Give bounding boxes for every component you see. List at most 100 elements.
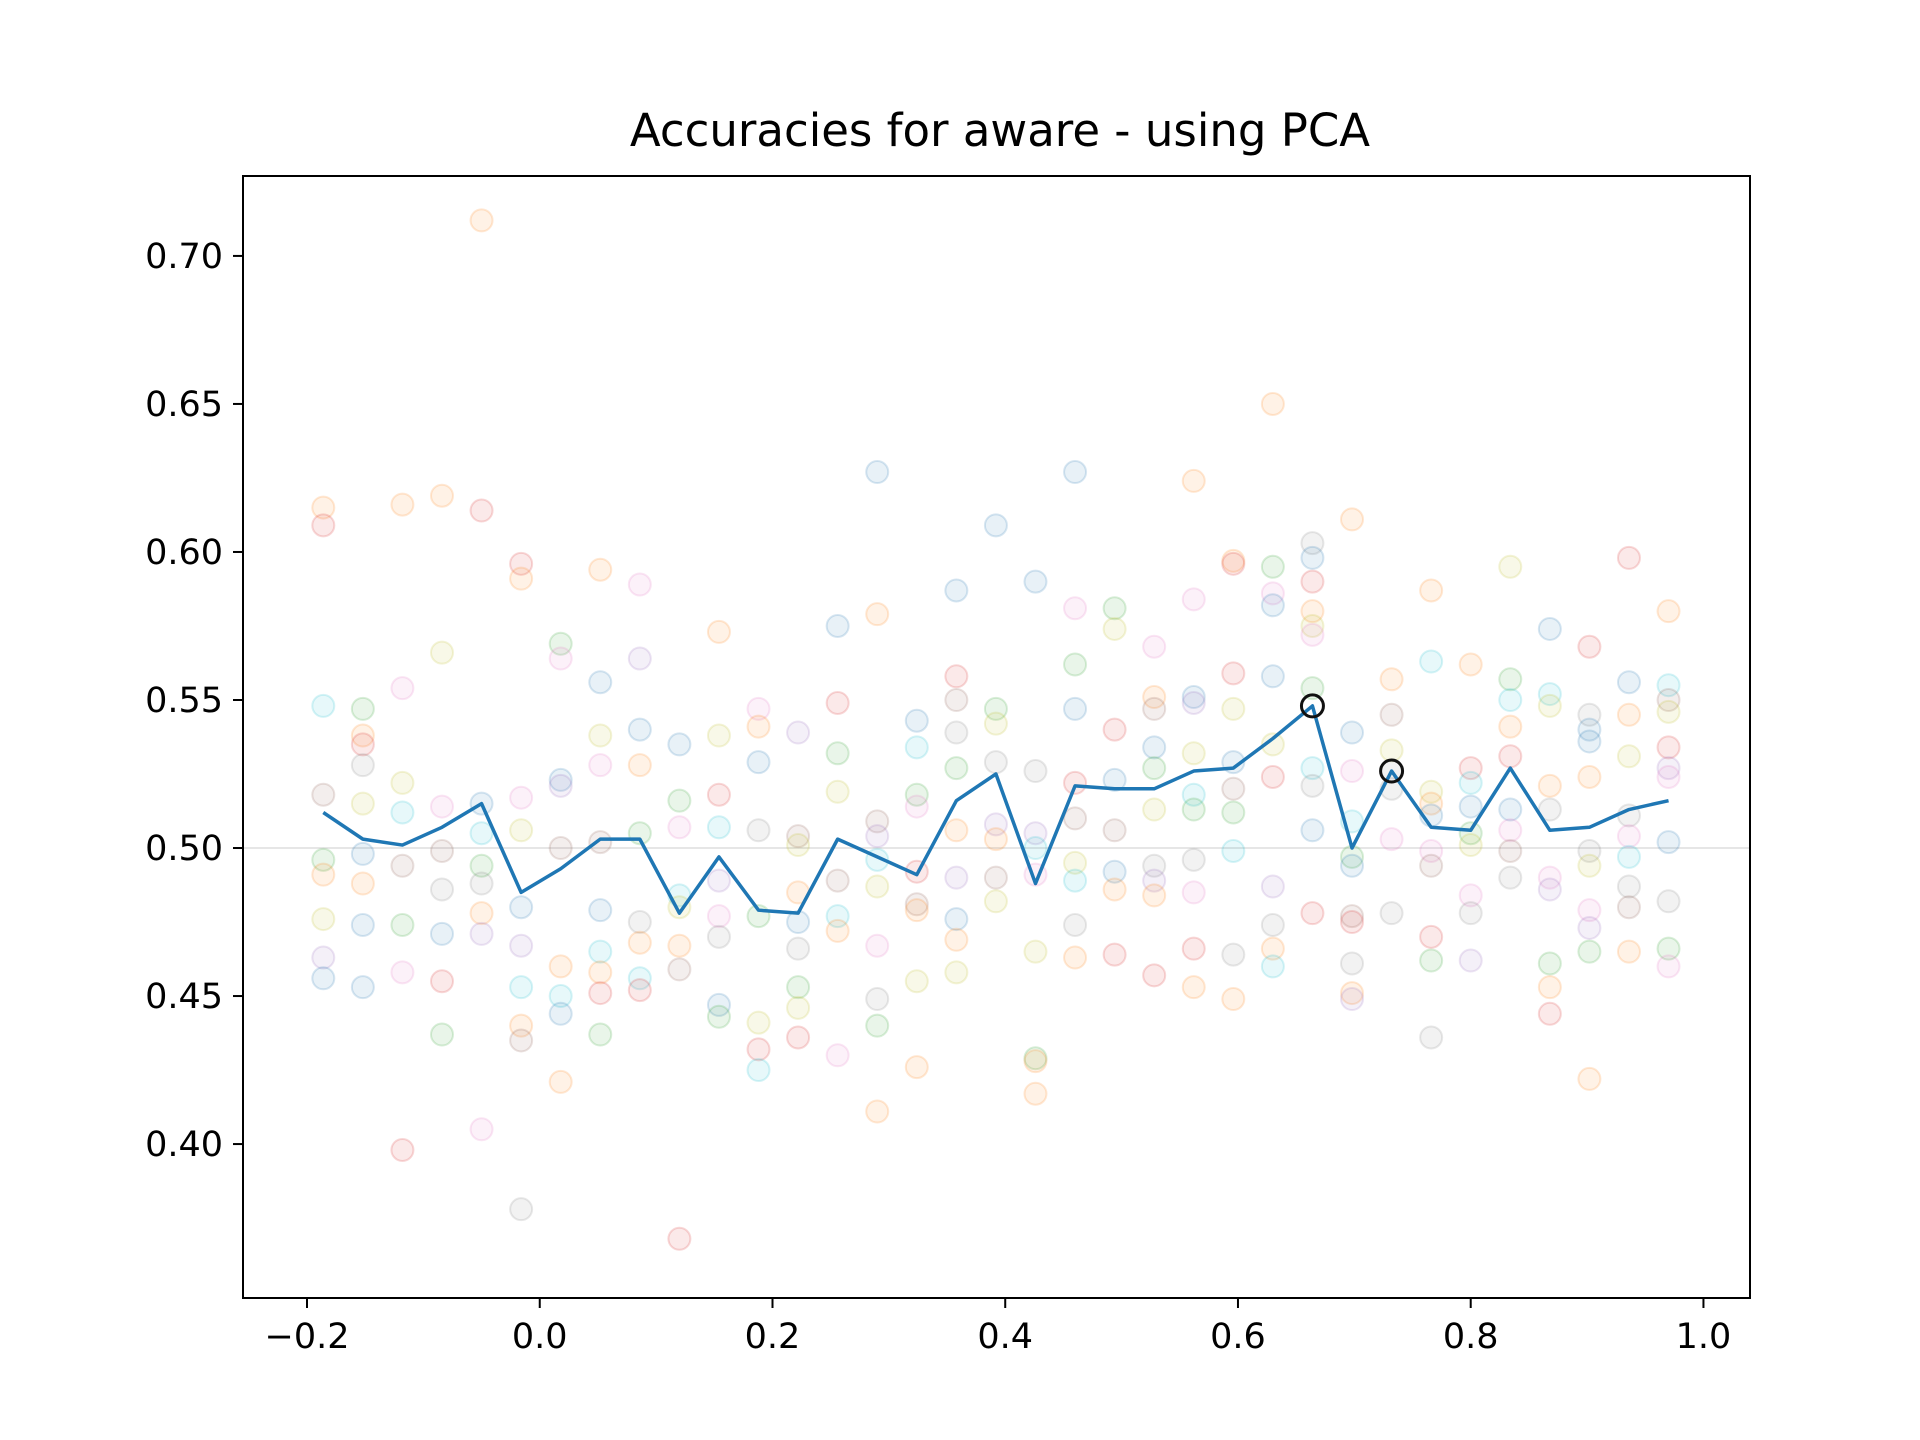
scatter-point: [944, 756, 969, 781]
scatter-point: [1023, 759, 1048, 784]
scatter-point: [825, 918, 850, 943]
scatter-point: [1063, 460, 1088, 485]
scatter-point: [1221, 838, 1246, 863]
scatter-point: [627, 966, 652, 991]
scatter-point: [469, 1117, 494, 1142]
scatter-point: [1458, 794, 1483, 819]
scatter-point: [429, 921, 454, 946]
scatter-point: [1537, 616, 1562, 641]
scatter-point: [1300, 569, 1325, 594]
scatter-point: [311, 782, 336, 807]
scatter-point: [1023, 1049, 1048, 1074]
scatter-point: [1063, 652, 1088, 677]
scatter-point: [667, 933, 692, 958]
scatter-point: [1340, 981, 1365, 1006]
scatter-point: [390, 853, 415, 878]
scatter-point: [1498, 797, 1523, 822]
scatter-point: [1419, 1025, 1444, 1050]
scatter-point: [311, 513, 336, 538]
scatter-point: [1340, 720, 1365, 745]
scatter-point: [548, 954, 573, 979]
scatter-point: [1419, 853, 1444, 878]
scatter-point: [429, 969, 454, 994]
scatter-point: [1616, 824, 1641, 849]
scatter-point: [1656, 673, 1681, 698]
series-line-mean: [322, 704, 1669, 915]
scatter-point: [548, 773, 573, 798]
scatter-point: [944, 960, 969, 985]
scatter-point: [1498, 687, 1523, 712]
scatter-point: [469, 871, 494, 896]
scatter-point: [627, 978, 652, 1003]
scatter-point: [350, 723, 375, 748]
scatter-point: [588, 830, 613, 855]
scatter-point: [1498, 744, 1523, 769]
scatter-layer: [311, 208, 1681, 1251]
scatter-point: [1142, 735, 1167, 760]
scatter-point: [944, 720, 969, 745]
scatter-point: [1498, 818, 1523, 843]
scatter-point: [865, 1013, 890, 1038]
scatter-point: [1221, 696, 1246, 721]
scatter-point: [1616, 545, 1641, 570]
scatter-point: [350, 912, 375, 937]
scatter-point: [1419, 948, 1444, 973]
scatter-point: [1023, 1046, 1048, 1071]
scatter-point: [429, 838, 454, 863]
scatter-point: [1656, 599, 1681, 624]
scatter-point: [429, 1022, 454, 1047]
scatter-point: [1656, 699, 1681, 724]
scatter-point: [311, 945, 336, 970]
x-tick-label: 1.0: [1676, 1317, 1732, 1357]
scatter-point: [1142, 853, 1167, 878]
scatter-point: [588, 753, 613, 778]
scatter-point: [1656, 756, 1681, 781]
scatter-point: [1419, 649, 1444, 674]
scatter-point: [311, 862, 336, 887]
scatter-point: [1260, 732, 1285, 757]
scatter-point: [469, 901, 494, 926]
scatter-point: [1340, 853, 1365, 878]
scatter-point: [706, 904, 731, 929]
scatter-point: [825, 779, 850, 804]
scatter-point: [350, 791, 375, 816]
x-axis: −0.2 0.0 0.2 0.4 0.6 0.8 1.0: [265, 1298, 1732, 1357]
scatter-point: [509, 933, 534, 958]
scatter-point: [983, 711, 1008, 736]
scatter-point: [1221, 551, 1246, 576]
scatter-point: [1181, 797, 1206, 822]
scatter-point: [825, 690, 850, 715]
scatter-point: [1260, 912, 1285, 937]
scatter-point: [1300, 773, 1325, 798]
scatter-point: [1537, 693, 1562, 718]
scatter-point: [1379, 901, 1404, 926]
scatter-point: [509, 1197, 534, 1222]
scatter-point: [1577, 717, 1602, 742]
scatter-point: [1537, 865, 1562, 890]
scatter-point: [1340, 904, 1365, 929]
scatter-point: [1181, 685, 1206, 710]
highlighted-point: [1299, 693, 1325, 719]
scatter-point: [983, 513, 1008, 538]
scatter-point: [1142, 797, 1167, 822]
scatter-point: [1498, 865, 1523, 890]
scatter-point: [1340, 986, 1365, 1011]
scatter-point: [311, 907, 336, 932]
y-tick-label: 0.50: [145, 829, 223, 869]
scatter-point: [746, 1010, 771, 1035]
scatter-point: [1221, 986, 1246, 1011]
scatter-point: [588, 1022, 613, 1047]
scatter-point: [1340, 910, 1365, 935]
scatter-point: [983, 812, 1008, 837]
scatter-point: [786, 824, 811, 849]
scatter-point: [1023, 836, 1048, 861]
scatter-point: [746, 714, 771, 739]
scatter-point: [390, 960, 415, 985]
scatter-point: [1656, 954, 1681, 979]
highlight-layer: [1299, 693, 1405, 784]
y-tick-label: 0.55: [145, 681, 223, 721]
scatter-point: [786, 720, 811, 745]
scatter-point: [746, 1037, 771, 1062]
scatter-point: [1340, 759, 1365, 784]
